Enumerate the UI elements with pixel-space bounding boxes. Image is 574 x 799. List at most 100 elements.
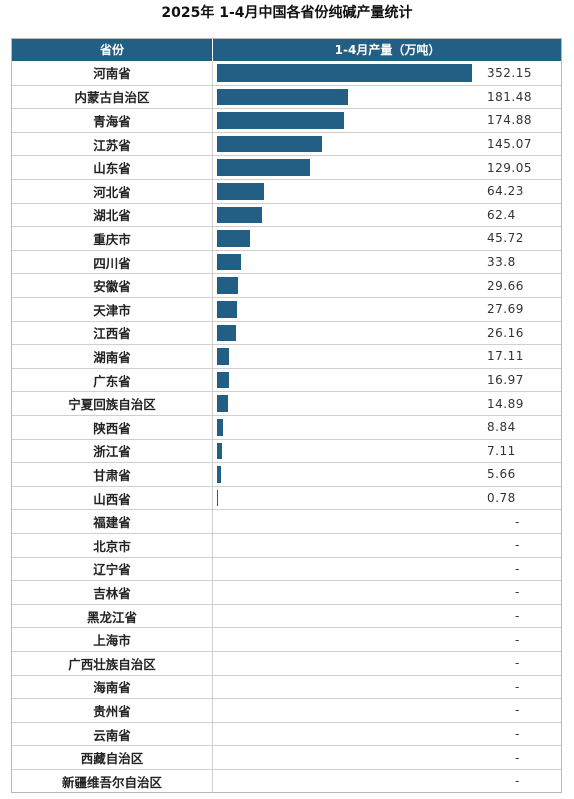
province-label: 河南省 — [93, 66, 131, 82]
table-row: 河南省 352.15 — [12, 61, 561, 85]
value-label: - — [515, 538, 520, 553]
production-table: 省份 1-4月产量（万吨） 河南省 352.15 内蒙古自治区 181.48 青海省 17… — [11, 38, 562, 793]
value-bar — [217, 348, 230, 365]
value-bar — [217, 371, 230, 389]
table-row: 陕西省 8.84 — [12, 415, 561, 439]
value-cell: - — [212, 699, 561, 722]
value-cell: 7.11 — [212, 439, 561, 463]
value-bar — [217, 324, 236, 342]
value-label: 0.78 — [487, 491, 516, 506]
table-header: 省份 1-4月产量（万吨） — [12, 39, 561, 61]
table-row: 广西壮族自治区 - — [12, 651, 561, 675]
province-label: 宁夏回族自治区 — [68, 397, 156, 413]
province-label: 河北省 — [93, 184, 131, 200]
value-label: 62.4 — [487, 207, 516, 222]
table-row: 辽宁省 - — [12, 556, 561, 581]
value-cell: 16.97 — [212, 368, 561, 392]
table-row: 宁夏回族自治区 14.89 — [12, 391, 561, 415]
value-cell: - — [212, 581, 561, 604]
table-row: 江西省 26.16 — [12, 320, 561, 345]
table-row: 北京市 - — [12, 533, 561, 557]
value-cell: 145.07 — [212, 132, 561, 156]
province-label: 湖北省 — [93, 208, 131, 224]
province-label: 重庆市 — [93, 231, 131, 247]
province-label: 广东省 — [93, 373, 131, 389]
province-label: 青海省 — [93, 113, 131, 129]
value-bar — [217, 442, 223, 460]
value-bar — [217, 301, 238, 318]
value-cell: - — [212, 652, 561, 675]
value-cell: 174.88 — [212, 109, 561, 132]
province-label: 甘肃省 — [93, 467, 131, 483]
table-row: 西藏自治区 - — [12, 745, 561, 769]
table-row: 浙江省 7.11 — [12, 438, 561, 463]
value-label: 181.48 — [487, 89, 532, 104]
province-label: 浙江省 — [93, 444, 131, 460]
value-cell: 181.48 — [212, 85, 561, 109]
value-cell: 129.05 — [212, 156, 561, 179]
province-label: 广西壮族自治区 — [68, 656, 156, 672]
table-row: 山西省 0.78 — [12, 485, 561, 510]
province-label: 湖南省 — [93, 349, 131, 365]
value-cell: - — [212, 510, 561, 533]
table-row: 天津市 27.69 — [12, 297, 561, 321]
table-row: 广东省 16.97 — [12, 367, 561, 392]
value-label: - — [515, 703, 520, 718]
value-label: 5.66 — [487, 467, 516, 482]
value-cell: - — [212, 770, 561, 793]
value-label: - — [515, 774, 520, 789]
value-label: - — [515, 585, 520, 600]
table-row: 湖南省 17.11 — [12, 344, 561, 368]
chart-title: 2025年 1-4月中国各省份纯碱产量统计 — [161, 5, 413, 21]
table-row: 湖北省 62.4 — [12, 202, 561, 227]
value-cell: - — [212, 557, 561, 581]
value-label: - — [515, 561, 520, 576]
value-cell: - — [212, 604, 561, 628]
table-row: 重庆市 45.72 — [12, 226, 561, 250]
value-cell: 0.78 — [212, 486, 561, 510]
province-label: 福建省 — [93, 515, 131, 531]
header-value: 1-4月产量（万吨） — [212, 39, 562, 61]
table-row: 福建省 - — [12, 509, 561, 533]
value-cell: 27.69 — [212, 298, 561, 321]
value-cell: 26.16 — [212, 321, 561, 345]
table-row: 贵州省 - — [12, 698, 561, 722]
table-row: 江苏省 145.07 — [12, 131, 561, 156]
table-row: 河北省 64.23 — [12, 179, 561, 203]
value-cell: 8.84 — [212, 416, 561, 439]
province-label: 上海市 — [93, 633, 131, 649]
province-label: 四川省 — [93, 255, 131, 271]
table-row: 山东省 129.05 — [12, 155, 561, 179]
value-label: 14.89 — [487, 396, 524, 411]
province-label: 贵州省 — [93, 703, 131, 719]
table-row: 新疆维吾尔自治区 - — [12, 769, 561, 793]
value-label: 27.69 — [487, 302, 524, 317]
province-label: 江苏省 — [93, 137, 131, 153]
value-bar — [217, 466, 222, 483]
table-row: 海南省 - — [12, 674, 561, 699]
value-label: 29.66 — [487, 278, 524, 293]
value-bar — [217, 253, 242, 271]
value-label: - — [515, 609, 520, 624]
value-label: 145.07 — [487, 137, 532, 152]
value-bar — [217, 277, 239, 294]
province-label: 山西省 — [93, 491, 131, 507]
value-bar — [217, 88, 349, 106]
value-cell: 62.4 — [212, 203, 561, 227]
province-label: 山东省 — [93, 161, 131, 177]
table-row: 安徽省 29.66 — [12, 273, 561, 297]
value-cell: - — [212, 628, 561, 651]
value-cell: - — [212, 722, 561, 746]
value-bar — [217, 159, 311, 176]
province-label: 云南省 — [93, 727, 131, 743]
value-cell: - — [212, 675, 561, 699]
value-label: 45.72 — [487, 231, 524, 246]
value-label: 174.88 — [487, 113, 532, 128]
value-label: 352.15 — [487, 65, 532, 80]
value-cell: 17.11 — [212, 345, 561, 368]
value-bar — [217, 64, 472, 82]
value-label: - — [515, 632, 520, 647]
province-label: 陕西省 — [93, 420, 131, 436]
value-cell: 64.23 — [212, 180, 561, 203]
province-label: 西藏自治区 — [80, 751, 144, 767]
